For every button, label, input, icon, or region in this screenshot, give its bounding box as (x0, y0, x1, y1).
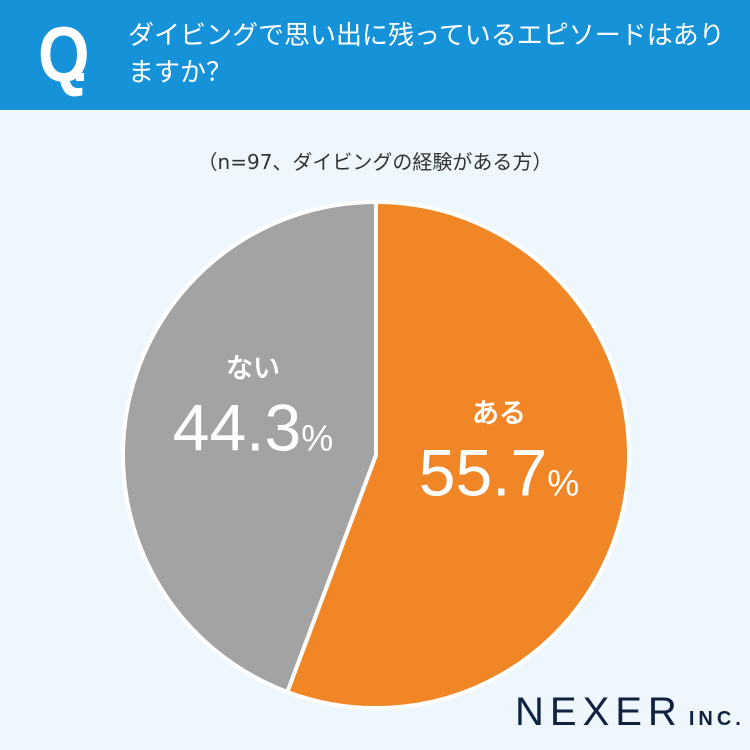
slice-label: ない (226, 354, 280, 385)
pie-slice-1 (121, 200, 378, 694)
nexer-logo: NEXER INC. (515, 690, 745, 735)
slice-value-label: 55.7% (419, 435, 579, 509)
q-dot (76, 73, 84, 81)
sample-note: （n=97、ダイビングの経験がある方） (197, 150, 553, 174)
slice-label: ある (472, 398, 526, 429)
question-title: ダイビングで思い出に残っているエピソードはありますか？ (128, 21, 725, 88)
logo-suffix: INC. (688, 708, 745, 730)
pie-slice-0 (285, 200, 631, 710)
question-header: Q ダイビングで思い出に残っているエピソードはありますか？ (0, 0, 750, 110)
logo-name: NEXER (515, 690, 683, 734)
